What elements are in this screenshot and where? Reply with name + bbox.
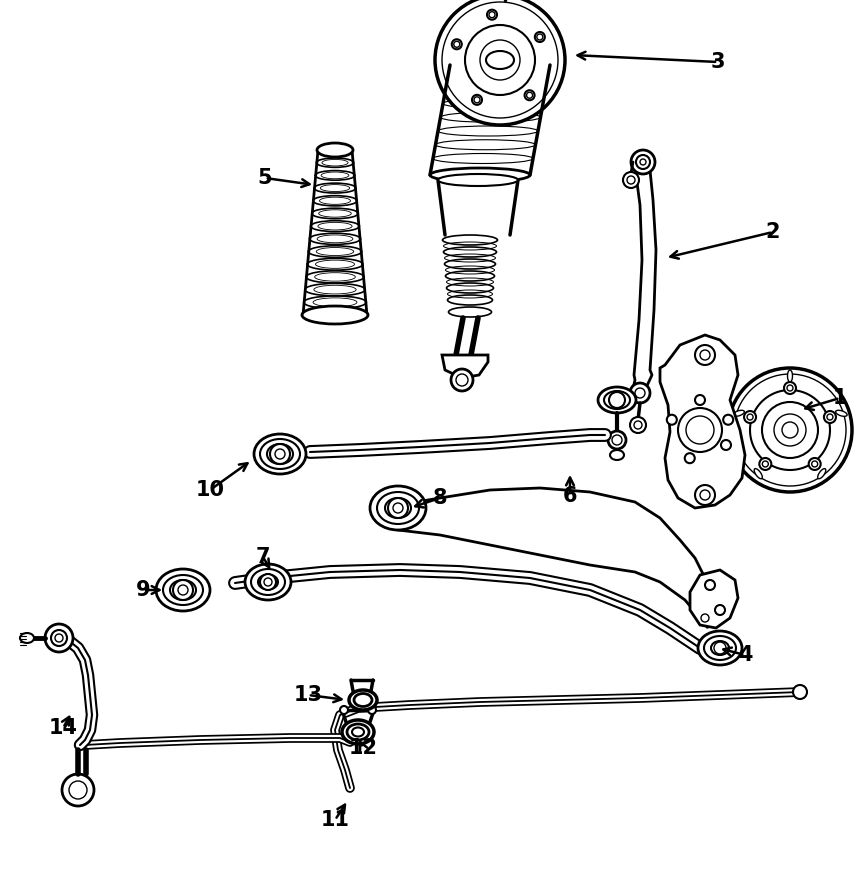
Ellipse shape [245, 564, 291, 600]
Circle shape [388, 498, 408, 518]
Ellipse shape [20, 633, 34, 643]
Polygon shape [690, 570, 738, 628]
Ellipse shape [317, 143, 353, 157]
Ellipse shape [156, 569, 210, 611]
Circle shape [623, 172, 639, 188]
Circle shape [472, 94, 482, 105]
Circle shape [824, 411, 836, 423]
Circle shape [340, 706, 348, 714]
Circle shape [695, 345, 715, 365]
Text: 14: 14 [48, 718, 78, 738]
Ellipse shape [733, 410, 745, 416]
Text: 1: 1 [833, 388, 847, 408]
Circle shape [435, 0, 565, 125]
Ellipse shape [342, 720, 374, 744]
Circle shape [452, 39, 462, 49]
Circle shape [705, 580, 715, 590]
Ellipse shape [754, 469, 762, 479]
Polygon shape [398, 488, 708, 628]
Circle shape [630, 417, 646, 433]
Circle shape [631, 150, 655, 174]
Circle shape [524, 90, 535, 101]
Circle shape [723, 415, 734, 424]
Circle shape [535, 32, 545, 42]
Circle shape [715, 605, 725, 615]
Text: 9: 9 [136, 580, 151, 600]
Circle shape [793, 685, 807, 699]
Circle shape [678, 408, 722, 452]
Text: 2: 2 [766, 222, 780, 242]
Ellipse shape [349, 690, 377, 710]
Text: 5: 5 [258, 168, 272, 188]
Ellipse shape [610, 450, 624, 460]
Circle shape [744, 411, 756, 423]
Ellipse shape [370, 486, 426, 530]
Circle shape [728, 368, 852, 492]
Circle shape [609, 392, 625, 408]
Circle shape [368, 706, 376, 714]
Circle shape [759, 458, 772, 470]
Circle shape [451, 369, 473, 391]
Ellipse shape [430, 168, 530, 182]
Text: 12: 12 [349, 738, 377, 758]
Circle shape [784, 382, 796, 394]
Ellipse shape [698, 631, 742, 665]
Circle shape [260, 574, 276, 590]
Polygon shape [660, 335, 745, 508]
Text: 6: 6 [563, 486, 577, 506]
Text: 13: 13 [293, 685, 323, 705]
Circle shape [173, 580, 193, 600]
Circle shape [695, 485, 715, 505]
Text: 8: 8 [432, 488, 447, 508]
Text: 11: 11 [321, 810, 349, 830]
Circle shape [62, 774, 94, 806]
Circle shape [487, 10, 497, 20]
Ellipse shape [438, 174, 518, 186]
Ellipse shape [817, 469, 826, 479]
Text: 4: 4 [738, 645, 753, 665]
Circle shape [270, 444, 290, 464]
Circle shape [721, 440, 731, 450]
Text: 3: 3 [711, 52, 725, 72]
Circle shape [667, 415, 676, 424]
Circle shape [809, 458, 821, 470]
Ellipse shape [254, 434, 306, 474]
Ellipse shape [302, 306, 368, 324]
Circle shape [45, 624, 73, 652]
Ellipse shape [598, 387, 636, 413]
Circle shape [630, 383, 650, 403]
Ellipse shape [787, 370, 792, 382]
Ellipse shape [836, 410, 847, 416]
Text: 10: 10 [195, 480, 225, 500]
Text: 7: 7 [256, 547, 270, 567]
Circle shape [695, 395, 705, 405]
Circle shape [685, 453, 695, 463]
Polygon shape [442, 355, 488, 378]
Circle shape [608, 431, 626, 449]
